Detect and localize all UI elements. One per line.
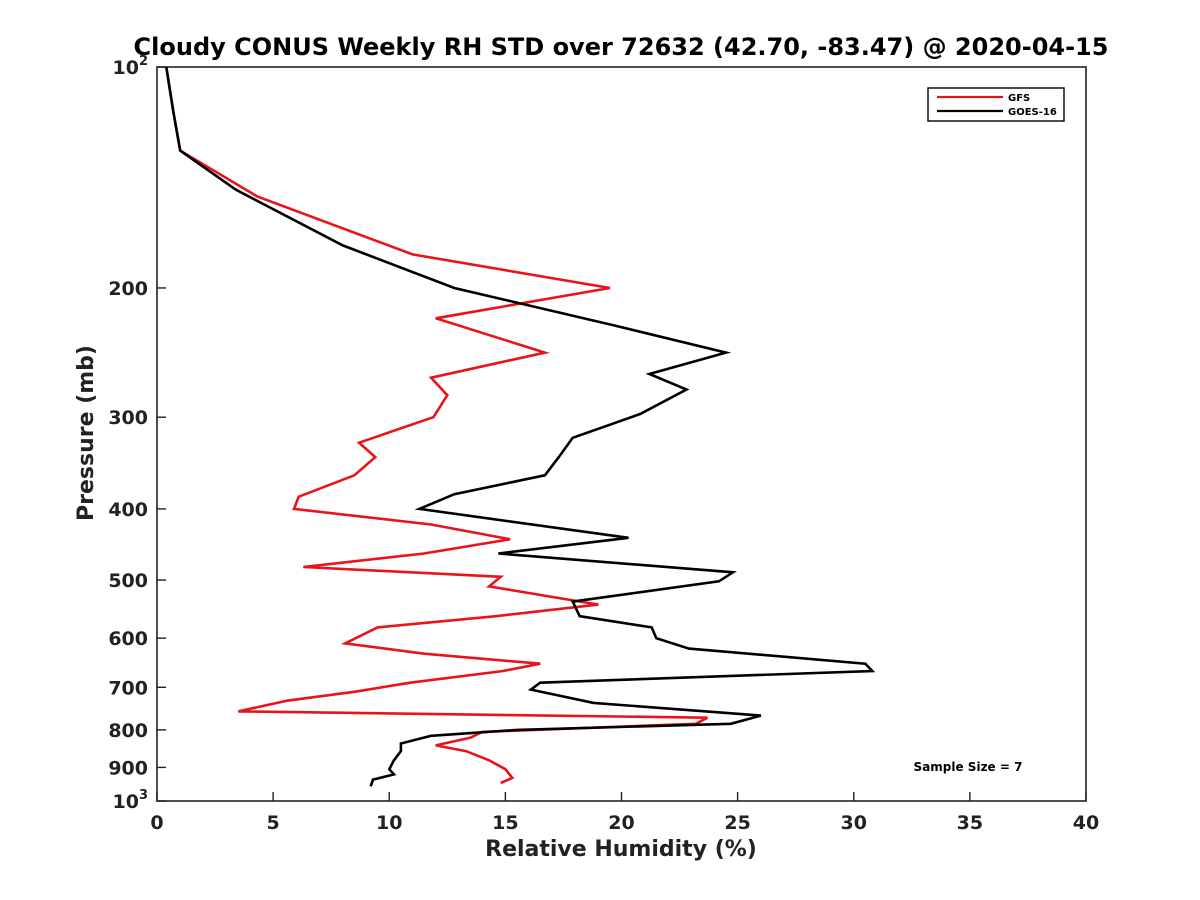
y-tick-label: 500 xyxy=(108,570,148,592)
legend: GFS GOES-16 xyxy=(927,87,1065,122)
chart-title: Cloudy CONUS Weekly RH STD over 72632 (4… xyxy=(134,33,1109,61)
y-axis-label: Pressure (mb) xyxy=(74,345,99,521)
y-axis-ticks: 102 200 300 400 500 600 700 800 900 103 xyxy=(108,54,166,813)
y-tick-label: 800 xyxy=(108,720,148,742)
legend-box xyxy=(927,87,1065,122)
x-tick-label: 0 xyxy=(150,812,163,834)
x-tick-label: 30 xyxy=(841,812,867,834)
y-tick-label: 200 xyxy=(108,278,148,300)
x-tick-label: 25 xyxy=(724,812,750,834)
legend-label-gfs: GFS xyxy=(1008,93,1030,104)
y-tick-label: 900 xyxy=(108,757,148,779)
x-tick-label: 20 xyxy=(608,812,634,834)
y-tick-label: 103 xyxy=(113,788,149,813)
x-tick-label: 40 xyxy=(1073,812,1099,834)
x-tick-label: 15 xyxy=(492,812,518,834)
x-axis-label: Relative Humidity (%) xyxy=(485,837,757,862)
y-tick-label: 300 xyxy=(108,407,148,429)
sample-size-annotation: Sample Size = 7 xyxy=(914,760,1023,774)
x-tick-label: 10 xyxy=(376,812,402,834)
y-tick-label: 102 xyxy=(113,54,149,79)
y-tick-label: 400 xyxy=(108,499,148,521)
series-layer xyxy=(165,66,876,787)
series-line-gfs xyxy=(165,66,709,785)
x-axis-ticks: 0 5 10 15 20 25 30 35 40 xyxy=(150,792,1099,834)
series-line-goes16 xyxy=(165,66,876,787)
legend-label-goes16: GOES-16 xyxy=(1008,107,1057,118)
y-tick-label: 600 xyxy=(108,628,148,650)
x-tick-label: 5 xyxy=(267,812,280,834)
plot-frame xyxy=(156,66,1087,802)
x-tick-label: 35 xyxy=(957,812,983,834)
y-tick-label: 700 xyxy=(108,677,148,699)
